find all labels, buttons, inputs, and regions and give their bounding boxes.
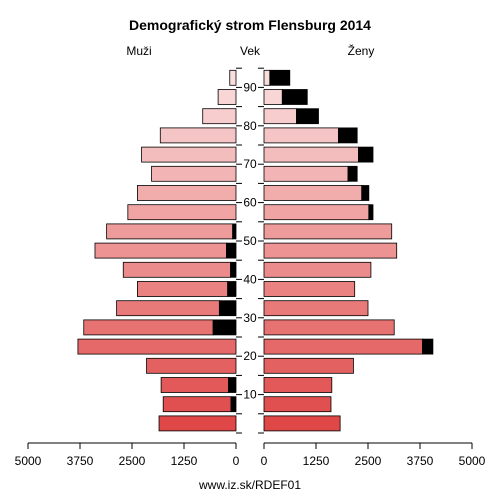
female-foreign-bar-65-69 bbox=[347, 165, 358, 182]
right-x-tick-label-1: 1250 bbox=[303, 454, 330, 468]
male-bar-35-39 bbox=[137, 281, 229, 297]
male-bar-70-74 bbox=[141, 146, 237, 163]
bars-group bbox=[77, 69, 434, 432]
female-bar-75-79 bbox=[263, 127, 339, 144]
right-x-tick-label-3: 3750 bbox=[407, 454, 434, 468]
female-bar-65-69 bbox=[263, 165, 349, 182]
age-tick-label-60: 60 bbox=[243, 196, 257, 210]
male-foreign-bar-45-49 bbox=[226, 242, 237, 259]
chart-title: Demografický strom Flensburg 2014 bbox=[129, 17, 371, 33]
female-bar-10-14 bbox=[263, 377, 333, 393]
right-x-tick-label-4: 5000 bbox=[459, 454, 486, 468]
female-foreign-bar-55-59 bbox=[368, 204, 374, 221]
footer-source: www.iz.sk/RDEF01 bbox=[198, 478, 301, 492]
female-bar-45-49 bbox=[263, 242, 398, 259]
left-x-tick-label-2: 2500 bbox=[119, 454, 146, 468]
male-bar-15-19 bbox=[146, 357, 237, 374]
age-tick-label-10: 10 bbox=[243, 388, 257, 402]
female-bar-30-34 bbox=[263, 300, 369, 317]
male-bar-40-44 bbox=[122, 261, 231, 278]
male-bar-10-14 bbox=[160, 377, 229, 393]
female-bar-90+ bbox=[263, 69, 271, 86]
male-foreign-bar-5-9 bbox=[230, 396, 237, 413]
age-tick-label-30: 30 bbox=[243, 311, 257, 325]
male-foreign-bar-30-34 bbox=[218, 300, 237, 317]
female-bar-25-29 bbox=[263, 319, 395, 336]
male-bar-20-24 bbox=[77, 338, 237, 355]
age-tick-label-90: 90 bbox=[243, 80, 257, 94]
age-tick-label-40: 40 bbox=[243, 272, 257, 286]
female-bar-80-84 bbox=[263, 108, 297, 125]
male-bar-75-79 bbox=[159, 127, 237, 144]
left-x-tick-label-0: 5000 bbox=[15, 454, 42, 468]
male-bar-80-84 bbox=[202, 108, 237, 125]
left-x-tick-label-1: 3750 bbox=[67, 454, 94, 468]
male-bar-65-69 bbox=[151, 165, 237, 182]
male-foreign-bar-50-54 bbox=[232, 223, 237, 240]
male-bar-85-89 bbox=[217, 89, 237, 105]
age-axis-label: Vek bbox=[240, 44, 261, 58]
female-bar-20-24 bbox=[263, 338, 423, 355]
male-bar-50-54 bbox=[106, 223, 234, 240]
female-foreign-bar-60-64 bbox=[361, 185, 370, 201]
female-bar-60-64 bbox=[263, 185, 363, 201]
female-foreign-bar-90+ bbox=[269, 69, 291, 86]
female-foreign-bar-85-89 bbox=[281, 89, 308, 105]
left-series-label: Muži bbox=[126, 44, 151, 58]
female-bar-15-19 bbox=[263, 357, 354, 374]
female-bar-55-59 bbox=[263, 204, 370, 221]
male-foreign-bar-10-14 bbox=[228, 377, 237, 393]
male-bar-5-9 bbox=[162, 396, 232, 413]
male-bar-55-59 bbox=[127, 204, 237, 221]
female-foreign-bar-70-74 bbox=[358, 146, 374, 163]
age-tick-label-70: 70 bbox=[243, 157, 257, 171]
right-x-tick-label-2: 2500 bbox=[355, 454, 382, 468]
female-bar-0-4 bbox=[263, 415, 341, 432]
female-foreign-bar-75-79 bbox=[338, 127, 358, 144]
axes-group: 10 20 30 40 50 60 70 80 90 5000 3750 2500 1250 0 0 1250… bbox=[15, 67, 486, 468]
right-x-tick-label-0: 0 bbox=[261, 454, 268, 468]
female-foreign-bar-80-84 bbox=[296, 108, 319, 125]
left-x-tick-label-3: 1250 bbox=[171, 454, 198, 468]
male-bar-60-64 bbox=[137, 185, 237, 201]
male-bar-45-49 bbox=[94, 242, 227, 259]
male-bar-30-34 bbox=[116, 300, 220, 317]
age-tick-label-50: 50 bbox=[243, 234, 257, 248]
female-bar-35-39 bbox=[263, 281, 356, 297]
male-foreign-bar-40-44 bbox=[230, 261, 237, 278]
male-foreign-bar-35-39 bbox=[227, 281, 237, 297]
left-x-tick-label-4: 0 bbox=[233, 454, 240, 468]
female-bar-70-74 bbox=[263, 146, 359, 163]
right-series-label: Ženy bbox=[348, 43, 375, 58]
male-foreign-bar-25-29 bbox=[212, 319, 237, 336]
female-foreign-bar-20-24 bbox=[422, 338, 434, 355]
male-bar-25-29 bbox=[83, 319, 214, 336]
age-tick-label-80: 80 bbox=[243, 119, 257, 133]
age-tick-label-20: 20 bbox=[243, 349, 257, 363]
female-bar-40-44 bbox=[263, 261, 372, 278]
female-bar-85-89 bbox=[263, 89, 283, 105]
male-bar-90+ bbox=[229, 69, 237, 86]
female-bar-5-9 bbox=[263, 396, 332, 413]
female-bar-50-54 bbox=[263, 223, 393, 240]
male-bar-0-4 bbox=[158, 415, 237, 432]
